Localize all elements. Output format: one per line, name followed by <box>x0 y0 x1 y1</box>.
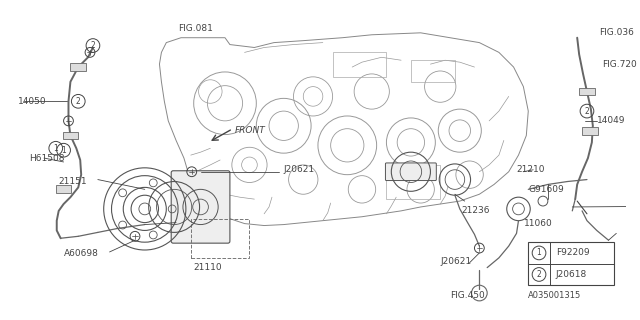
Text: 2: 2 <box>584 107 589 116</box>
FancyBboxPatch shape <box>63 132 78 140</box>
Text: FIG.036: FIG.036 <box>598 28 634 37</box>
Text: FIG.081: FIG.081 <box>178 24 213 33</box>
Text: 21151: 21151 <box>59 177 87 186</box>
Text: 1: 1 <box>61 146 66 155</box>
Text: H61508: H61508 <box>29 154 65 163</box>
FancyBboxPatch shape <box>582 127 598 135</box>
Text: F92209: F92209 <box>556 248 589 257</box>
Text: FIG.450: FIG.450 <box>450 291 484 300</box>
Text: A60698: A60698 <box>63 249 99 259</box>
Text: 1: 1 <box>537 248 541 257</box>
Text: 21236: 21236 <box>461 206 490 215</box>
Text: G91609: G91609 <box>528 185 564 194</box>
Text: FIG.720: FIG.720 <box>602 60 636 68</box>
Text: 1: 1 <box>53 144 58 153</box>
FancyBboxPatch shape <box>528 242 614 285</box>
Text: 14050: 14050 <box>18 97 46 106</box>
FancyBboxPatch shape <box>579 88 595 95</box>
Text: 11060: 11060 <box>524 219 553 228</box>
Text: J20621: J20621 <box>440 257 471 266</box>
Text: 2: 2 <box>76 97 81 106</box>
Text: J20618: J20618 <box>556 270 587 279</box>
FancyBboxPatch shape <box>385 163 436 180</box>
Text: FRONT: FRONT <box>235 126 266 135</box>
Text: J20621: J20621 <box>284 165 315 174</box>
Text: 2: 2 <box>537 270 541 279</box>
Text: A035001315: A035001315 <box>528 291 582 300</box>
Text: 14049: 14049 <box>596 116 625 125</box>
Text: 2: 2 <box>91 41 95 50</box>
FancyBboxPatch shape <box>70 63 86 71</box>
FancyBboxPatch shape <box>56 185 72 193</box>
Text: 21210: 21210 <box>516 165 545 174</box>
FancyBboxPatch shape <box>171 171 230 243</box>
Text: 21110: 21110 <box>194 263 222 272</box>
